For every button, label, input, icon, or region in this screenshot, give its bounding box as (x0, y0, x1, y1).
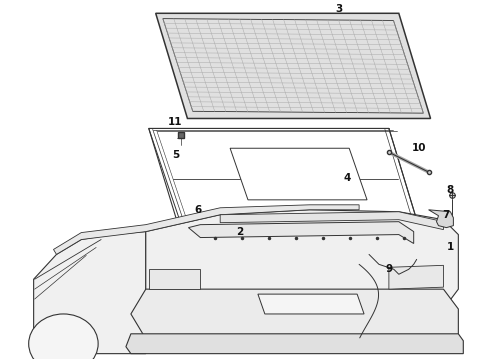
Polygon shape (177, 319, 448, 337)
Polygon shape (149, 129, 416, 220)
Polygon shape (126, 334, 464, 354)
Text: 9: 9 (385, 264, 392, 274)
Polygon shape (146, 210, 458, 319)
Polygon shape (402, 228, 427, 315)
Ellipse shape (29, 314, 98, 360)
Polygon shape (34, 231, 146, 354)
Text: 10: 10 (412, 143, 426, 153)
Polygon shape (158, 231, 421, 293)
Polygon shape (220, 212, 443, 230)
Text: 6: 6 (195, 205, 202, 215)
Text: 8: 8 (447, 185, 454, 195)
Text: 1: 1 (447, 243, 454, 252)
Text: 5: 5 (172, 150, 179, 160)
Text: 4: 4 (343, 173, 351, 183)
Text: 11: 11 (168, 117, 183, 127)
Polygon shape (429, 210, 453, 228)
Polygon shape (177, 297, 427, 315)
Polygon shape (189, 222, 414, 243)
Polygon shape (156, 13, 431, 118)
Polygon shape (149, 269, 200, 289)
Text: 7: 7 (443, 210, 450, 220)
Text: 3: 3 (336, 4, 343, 14)
Polygon shape (153, 228, 427, 297)
Polygon shape (53, 205, 359, 255)
Polygon shape (230, 148, 367, 200)
Polygon shape (258, 294, 364, 314)
Polygon shape (131, 289, 458, 339)
Polygon shape (389, 265, 443, 289)
Text: 2: 2 (236, 226, 244, 237)
Polygon shape (163, 19, 423, 113)
